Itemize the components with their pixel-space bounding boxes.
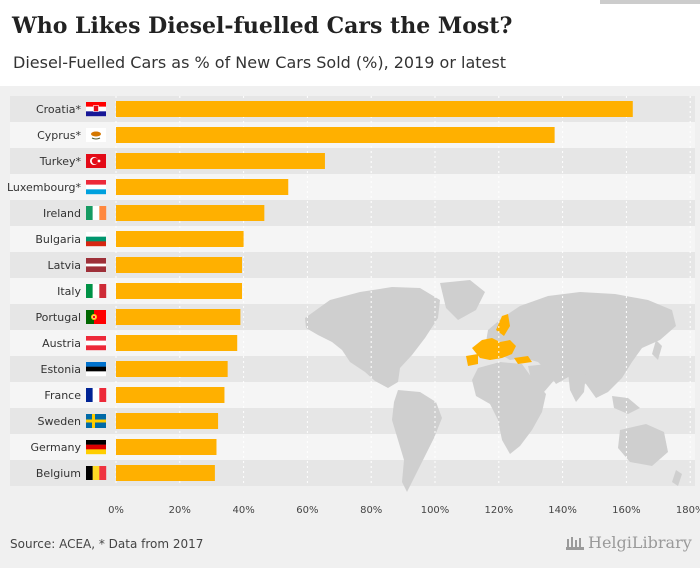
bar [116, 127, 555, 143]
map-greenland [440, 280, 485, 320]
row-band [10, 434, 695, 460]
ireland-flag [86, 206, 107, 220]
x-tick-label: 0% [108, 505, 124, 516]
category-label: Estonia [41, 363, 82, 376]
world-map [305, 280, 682, 492]
category-label: Latvia [48, 259, 82, 272]
x-tick-label: 80% [360, 505, 382, 516]
italy-flag [86, 284, 107, 298]
x-tick-label: 160% [612, 505, 641, 516]
row-bands [10, 96, 695, 486]
category-label: Croatia* [36, 103, 82, 116]
portugal-flag [86, 310, 106, 324]
estonia-flag [86, 362, 106, 377]
map-india [568, 372, 586, 402]
map-africa [472, 362, 546, 454]
belgium-flag [86, 466, 107, 480]
france-flag [86, 388, 107, 402]
x-tick-label: 60% [296, 505, 318, 516]
map-north-america [305, 287, 440, 388]
map-highlight-scandinavia [496, 314, 510, 336]
row-band [10, 408, 695, 434]
row-band [10, 200, 695, 226]
map-south-america [392, 390, 442, 492]
bar [116, 153, 325, 169]
row-band [10, 252, 695, 278]
x-tick-label: 100% [421, 505, 450, 516]
category-label: Portugal [35, 311, 81, 324]
category-label: Belgium [36, 467, 81, 480]
x-tick-label: 180% [676, 505, 700, 516]
bulgaria-flag [86, 232, 106, 247]
map-arabia [528, 364, 556, 392]
library-icon [566, 537, 584, 550]
map-japan [652, 340, 662, 360]
category-label: Germany [30, 441, 81, 454]
sweden-flag [86, 414, 106, 428]
x-tick-label: 20% [169, 505, 191, 516]
luxembourg-flag [86, 180, 106, 195]
source-note: Source: ACEA, * Data from 2017 [10, 537, 204, 551]
chart-subtitle: Diesel-Fuelled Cars as % of New Cars Sol… [13, 53, 506, 72]
bar [116, 387, 225, 403]
bar [116, 231, 244, 247]
bar [116, 361, 228, 377]
category-label: Ireland [43, 207, 81, 220]
latvia-flag [86, 258, 106, 272]
brand-name: HelgiLibrary [588, 533, 692, 552]
cyprus-flag [86, 128, 106, 142]
map-highlight-europe [472, 338, 516, 360]
row-band [10, 226, 695, 252]
row-band [10, 174, 695, 200]
header-accent [600, 0, 700, 4]
row-band [10, 460, 695, 486]
map-highlight-turkey [514, 356, 532, 364]
map-highlight-iberia [466, 354, 478, 366]
category-label: France [44, 389, 81, 402]
x-tick-label: 120% [485, 505, 514, 516]
map-australia [618, 424, 668, 466]
bar [116, 309, 241, 325]
bar [116, 205, 265, 221]
header: Who Likes Diesel-fuelled Cars the Most? … [0, 0, 700, 86]
chart-title: Who Likes Diesel-fuelled Cars the Most? [12, 13, 513, 39]
x-tick-label: 40% [232, 505, 254, 516]
map-southeast-asia [612, 396, 640, 414]
bars [116, 101, 633, 481]
x-tick-label: 140% [548, 505, 577, 516]
row-band [10, 148, 695, 174]
category-label: Turkey* [39, 155, 82, 168]
bar [116, 101, 633, 117]
bar [116, 179, 289, 195]
category-label: Cyprus* [37, 129, 81, 142]
croatia-flag [86, 102, 106, 117]
category-labels: Croatia* Cyprus* Turkey* Luxembourg* Ireland… [7, 103, 82, 480]
category-label: Austria [42, 337, 81, 350]
bar [116, 413, 219, 429]
austria-flag [86, 336, 106, 351]
flags [86, 102, 107, 480]
category-label: Italy [57, 285, 81, 298]
turkey-flag [86, 154, 106, 168]
category-label: Sweden [38, 415, 81, 428]
category-label: Luxembourg* [7, 181, 82, 194]
bar [116, 465, 215, 481]
bar [116, 439, 217, 455]
germany-flag [86, 440, 106, 455]
bar [116, 257, 243, 273]
category-label: Bulgaria [35, 233, 81, 246]
brand-logo: HelgiLibrary [566, 533, 692, 552]
bar-chart: Croatia* Cyprus* Turkey* Luxembourg* Ireland… [7, 96, 700, 516]
bar [116, 335, 238, 351]
bar [116, 283, 243, 299]
map-new-zealand [672, 470, 682, 486]
x-tick-labels: 0% 20% 40% 60% 80% 100% 120% 140% 160% 180% [108, 505, 700, 516]
map-eurasia [486, 292, 676, 398]
